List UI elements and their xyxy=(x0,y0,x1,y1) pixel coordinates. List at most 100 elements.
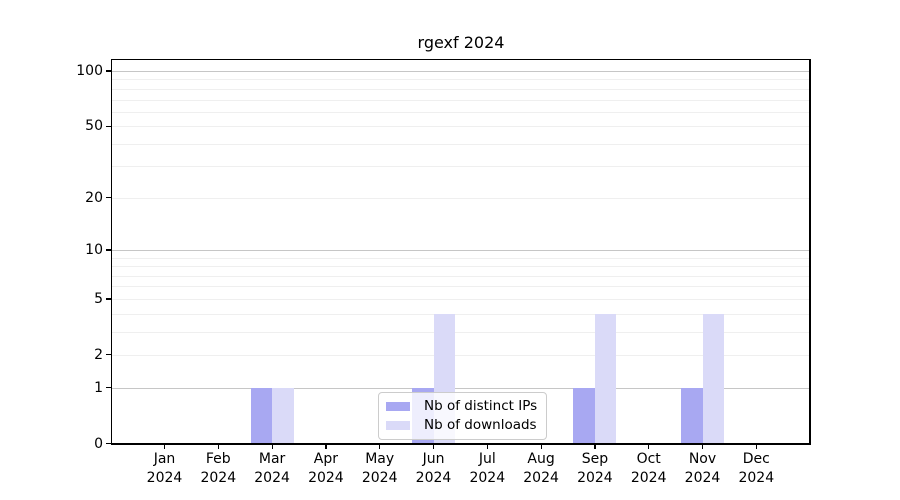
gridline-minor xyxy=(112,313,810,315)
x-tick-year: 2024 xyxy=(738,470,775,486)
chart-title: rgexf 2024 xyxy=(417,33,505,52)
gridline-major xyxy=(112,387,810,389)
gridline-major xyxy=(112,250,810,251)
y-tick-mark xyxy=(105,249,112,251)
x-tick-mark xyxy=(163,444,166,450)
gridline-minor xyxy=(112,111,810,113)
legend-item-distinct-ips: Nb of distinct IPs xyxy=(386,397,537,416)
x-tick-month: Feb xyxy=(205,451,231,467)
x-tick-mark xyxy=(755,444,757,450)
legend-swatch-downloads xyxy=(386,420,410,430)
x-tick-label: Jan 2024 xyxy=(133,450,197,488)
x-tick-month: Jan xyxy=(153,451,176,467)
y-tick-label: 50 xyxy=(85,118,103,135)
y-tick-mark xyxy=(105,70,112,72)
x-tick-label: Aug 2024 xyxy=(509,450,573,488)
gridline-major xyxy=(112,71,810,72)
x-tick-month: Aug xyxy=(527,451,555,467)
y-tick-label: 0 xyxy=(94,435,103,452)
x-tick-mark xyxy=(701,444,704,450)
x-tick-year: 2024 xyxy=(577,470,613,486)
x-tick-mark xyxy=(486,444,488,450)
x-tick-label: Mar 2024 xyxy=(240,450,304,488)
y-tick-mark xyxy=(105,442,112,445)
x-tick-mark xyxy=(271,444,273,450)
x-tick-mark xyxy=(432,444,435,450)
gridline-minor xyxy=(112,275,810,277)
top-border-line xyxy=(110,59,811,61)
y-tick-label: 1 xyxy=(94,379,103,396)
x-tick-month: Jun xyxy=(422,451,445,467)
gridline-minor xyxy=(112,88,810,90)
gridline-minor xyxy=(112,286,810,288)
x-tick-label: Dec 2024 xyxy=(724,450,788,488)
x-tick-label: Oct 2024 xyxy=(617,450,681,488)
x-tick-label: May 2024 xyxy=(348,450,412,488)
x-tick-year: 2024 xyxy=(200,470,237,486)
gridline-minor xyxy=(112,126,810,128)
bar-distinct-ips xyxy=(250,387,273,444)
legend: Nb of distinct IPs Nb of downloads xyxy=(378,391,548,440)
x-axis-line xyxy=(110,443,811,445)
y-tick-label: 10 xyxy=(85,242,103,258)
y-tick-label: 2 xyxy=(94,346,103,363)
gridline-minor xyxy=(112,354,810,356)
x-tick-year: 2024 xyxy=(630,470,667,486)
x-tick-month: Jul xyxy=(478,451,496,467)
x-tick-year: 2024 xyxy=(523,470,559,486)
y-tick-mark xyxy=(105,125,112,127)
x-tick-year: 2024 xyxy=(146,470,183,486)
x-tick-year: 2024 xyxy=(684,470,721,486)
x-tick-year: 2024 xyxy=(254,470,290,486)
bar-downloads xyxy=(594,313,617,444)
legend-label-downloads: Nb of downloads xyxy=(424,416,537,433)
x-tick-year: 2024 xyxy=(308,470,344,486)
gridline-minor xyxy=(112,266,810,268)
bar-distinct-ips xyxy=(681,387,703,444)
gridline-minor xyxy=(112,166,810,168)
y-axis-line xyxy=(110,59,113,445)
x-tick-label: Feb 2024 xyxy=(186,450,250,488)
bar-downloads xyxy=(702,313,724,444)
gridline-minor xyxy=(112,298,810,300)
x-tick-mark xyxy=(540,444,542,450)
y-tick-mark xyxy=(105,387,112,389)
y-tick-label: 5 xyxy=(94,290,103,307)
x-tick-year: 2024 xyxy=(415,470,452,486)
x-tick-month: Mar xyxy=(258,451,286,467)
legend-swatch-distinct-ips xyxy=(386,401,410,411)
y-tick-label: 100 xyxy=(76,63,103,79)
gridline-minor xyxy=(112,99,810,101)
x-tick-month: Nov xyxy=(688,451,717,467)
gridline-minor xyxy=(112,257,810,259)
x-tick-label: Nov 2024 xyxy=(671,450,735,488)
gridline-minor xyxy=(112,79,810,81)
x-tick-mark xyxy=(217,444,219,450)
x-tick-label: Jun 2024 xyxy=(402,450,466,488)
gridline-minor xyxy=(112,197,810,199)
x-tick-month: Dec xyxy=(742,451,770,467)
right-border-line xyxy=(809,59,811,445)
gridline-minor xyxy=(112,331,810,333)
legend-item-downloads: Nb of downloads xyxy=(386,416,537,435)
y-tick-label: 20 xyxy=(85,189,103,206)
x-tick-mark xyxy=(379,444,381,450)
x-tick-label: Sep 2024 xyxy=(563,450,627,488)
x-tick-mark xyxy=(648,444,650,450)
x-tick-month: Apr xyxy=(313,451,338,467)
bar-distinct-ips xyxy=(573,387,595,444)
x-tick-mark xyxy=(594,444,596,450)
bar-downloads xyxy=(272,387,294,444)
x-tick-year: 2024 xyxy=(469,470,506,486)
x-tick-month: Oct xyxy=(636,451,661,467)
y-tick-mark xyxy=(105,197,112,199)
x-tick-month: May xyxy=(365,451,395,467)
plot-area xyxy=(112,60,810,444)
x-tick-label: Apr 2024 xyxy=(294,450,358,488)
x-tick-label: Jul 2024 xyxy=(455,450,519,488)
legend-label-distinct-ips: Nb of distinct IPs xyxy=(424,397,538,414)
y-tick-mark xyxy=(105,354,112,356)
x-tick-mark xyxy=(325,444,327,450)
x-tick-month: Sep xyxy=(581,451,609,467)
